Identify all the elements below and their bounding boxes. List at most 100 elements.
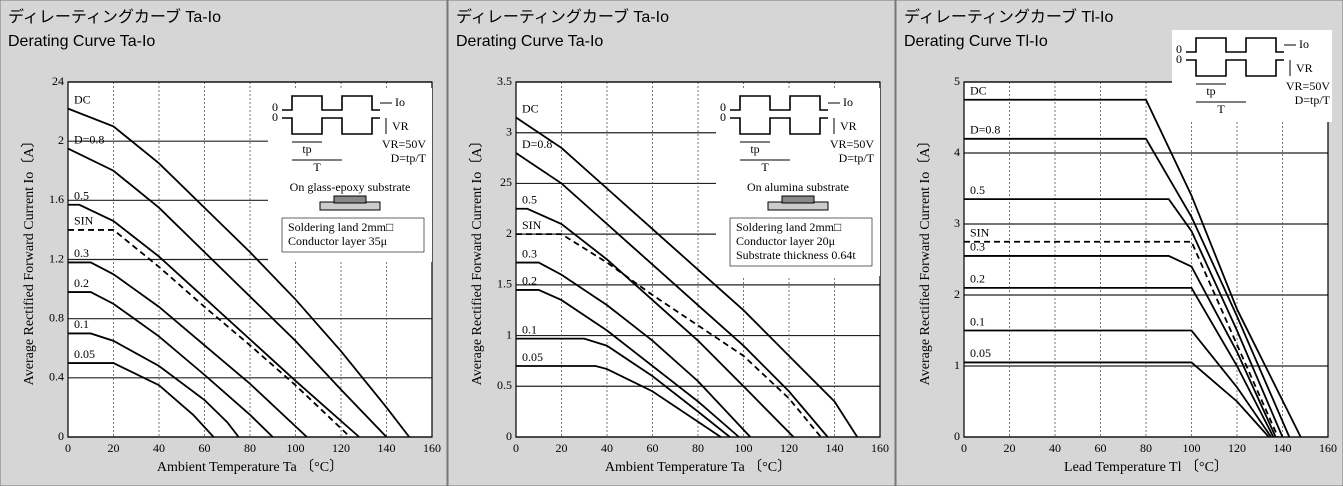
period-label: T <box>1217 102 1225 116</box>
substrate: On alumina substrate <box>747 180 849 194</box>
y-tick-label: 1 <box>506 327 512 341</box>
y-tick-label: 25 <box>500 175 512 189</box>
y-tick-label: 24 <box>52 74 64 88</box>
y-tick-label: 2 <box>954 287 960 301</box>
duty: D=tp/T <box>391 151 427 165</box>
curve-label: 0.5 <box>970 183 985 197</box>
x-axis-title: Ambient Temperature Ta 〔°C〕 <box>605 459 791 475</box>
x-tick-label: 20 <box>1004 441 1016 455</box>
waveform <box>1186 59 1284 77</box>
y-tick-label: 1.6 <box>49 192 64 206</box>
x-axis-title: Lead Temperature Tl 〔°C〕 <box>1064 459 1228 475</box>
wave-zero: 0 <box>272 110 278 124</box>
x-tick-label: 140 <box>826 441 844 455</box>
curve-label: 0.3 <box>74 246 89 260</box>
notes-box <box>729 217 873 267</box>
waveform <box>730 117 828 135</box>
io-label: Io <box>1299 37 1309 51</box>
x-tick-label: 160 <box>1319 441 1337 455</box>
chart-title-ja: ディレーティングカーブ Ta-Io <box>456 7 669 26</box>
curve-label: D=0.8 <box>74 132 104 146</box>
derating-curve <box>516 233 822 438</box>
y-tick-label: 0.8 <box>49 310 64 324</box>
curve-label: 0.1 <box>74 317 89 331</box>
x-tick-label: 80 <box>1140 441 1152 455</box>
x-tick-label: 100 <box>287 441 305 455</box>
derating-curve <box>964 329 1272 438</box>
x-tick-label: 140 <box>1274 441 1292 455</box>
derating-curve <box>964 198 1284 438</box>
derating-curve <box>516 365 722 438</box>
duty: D=tp/T <box>839 151 875 165</box>
x-tick-label: 160 <box>423 441 441 455</box>
derating-curve <box>68 229 351 438</box>
derating-curve <box>516 207 795 438</box>
derating-curve <box>964 361 1270 438</box>
x-tick-label: 0 <box>961 441 967 455</box>
curve-label: 0.3 <box>970 240 985 254</box>
curve-label: 0.5 <box>522 193 537 207</box>
note: Conductor layer 35μ <box>288 234 387 248</box>
x-tick-label: 60 <box>1095 441 1107 455</box>
x-tick-label: 120 <box>780 441 798 455</box>
y-axis-title: Average Rectified Forward Current Io〔A〕 <box>21 134 37 386</box>
derating-curve <box>68 203 360 438</box>
x-tick-label: 0 <box>513 441 519 455</box>
curve-label: 0.1 <box>522 322 537 336</box>
curve-label: 0.2 <box>74 276 89 290</box>
tp-label: tp <box>1206 84 1215 98</box>
y-tick-label: 4 <box>954 145 960 159</box>
x-tick-label: 60 <box>647 441 659 455</box>
substrate: On glass-epoxy substrate <box>290 180 411 194</box>
derating-curve <box>964 137 1291 438</box>
derating-curve <box>964 255 1277 438</box>
x-tick-label: 120 <box>332 441 350 455</box>
y-tick-label: 1 <box>954 358 960 372</box>
tp-label: tp <box>302 142 311 156</box>
wave-zero: 0 <box>720 100 726 114</box>
curve-label: SIN <box>522 218 542 232</box>
chip-icon <box>333 195 367 204</box>
x-tick-label: 20 <box>556 441 568 455</box>
waveform <box>1186 37 1284 53</box>
vr-label: VR <box>392 119 409 133</box>
waveform <box>282 95 380 111</box>
derating-curve <box>68 362 215 438</box>
y-tick-label: 5 <box>954 74 960 88</box>
derating-curve <box>964 240 1279 438</box>
note: Soldering land 2mm□ <box>736 220 841 234</box>
derating-curve <box>964 98 1302 438</box>
curve-label: DC <box>970 84 987 98</box>
note: Conductor layer 20μ <box>736 234 835 248</box>
derating-curve <box>67 147 388 438</box>
wave-zero: 0 <box>1176 42 1182 56</box>
chart-title: Derating Curve Tl-Io <box>904 33 1048 50</box>
y-tick-label: 3 <box>506 124 512 138</box>
io-label: Io <box>395 95 405 109</box>
x-tick-label: 40 <box>1049 441 1061 455</box>
x-axis-title: Ambient Temperature Ta 〔°C〕 <box>157 459 343 475</box>
derating-curve <box>67 107 410 438</box>
curve-label: 0.5 <box>74 189 89 203</box>
derating-curve <box>68 261 308 438</box>
y-tick-label: 1.5 <box>497 277 512 291</box>
waveform <box>730 95 828 111</box>
curve-label: SIN <box>970 226 990 240</box>
io-label: Io <box>843 95 853 109</box>
curve-label: D=0.8 <box>522 137 552 151</box>
x-tick-label: 120 <box>1228 441 1246 455</box>
derating-curve <box>68 291 274 438</box>
duty: D=tp/T <box>1295 93 1331 107</box>
y-axis-title: Average Rectified Forward Current Io〔A〕 <box>469 134 485 386</box>
x-tick-label: 40 <box>601 441 613 455</box>
chart-title-ja: ディレーティングカーブ Ta-Io <box>8 7 221 26</box>
x-tick-label: 160 <box>871 441 889 455</box>
y-tick-label: 0 <box>58 429 64 443</box>
y-tick-label: 1.2 <box>49 251 64 265</box>
note: Soldering land 2mm□ <box>288 220 393 234</box>
curve-label: DC <box>522 101 539 115</box>
wave-zero: 0 <box>1176 52 1182 66</box>
curve-label: 0.1 <box>970 314 985 328</box>
y-tick-label: 0 <box>506 429 512 443</box>
waveform <box>282 117 380 135</box>
